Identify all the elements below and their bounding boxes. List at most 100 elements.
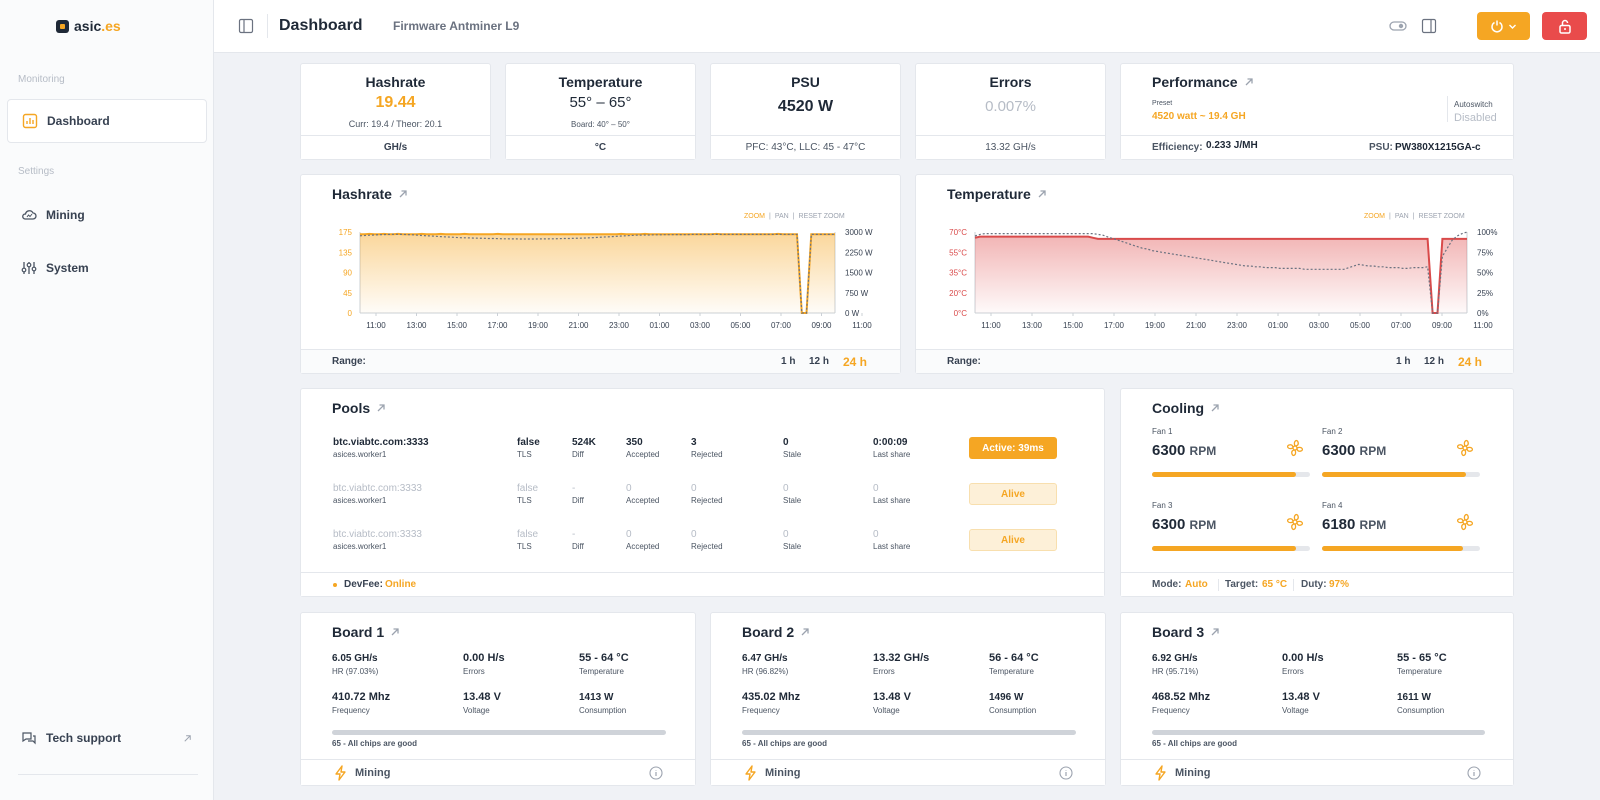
range-24h-button[interactable]: 24 h <box>1458 354 1483 369</box>
hashrate-label: HR (96.82%) <box>742 667 789 676</box>
toggle-icon[interactable] <box>1389 18 1407 34</box>
pool-row[interactable]: btc.viabtc.com:3333 asices.worker1 false T… <box>333 529 1063 559</box>
board-title-link[interactable]: Board 1 <box>332 624 400 640</box>
voltage-label: Voltage <box>873 706 900 715</box>
range-12h-button[interactable]: 12 h <box>1424 356 1445 367</box>
autoswitch-value[interactable]: Disabled <box>1454 112 1497 124</box>
range-12h-button[interactable]: 12 h <box>809 356 830 367</box>
temperature-chart[interactable]: 70°C55°C35°C20°C0°C100%75%50%25%0%11:001… <box>916 175 1515 345</box>
sidebar-item-dashboard[interactable]: Dashboard <box>7 99 207 143</box>
y-tick-label: 90 <box>343 269 352 278</box>
hashrate-chart-title-link[interactable]: Hashrate <box>332 186 408 202</box>
last-share-label: Last share <box>873 496 911 505</box>
temperature-value: 55 - 64 °C <box>579 652 629 664</box>
divider <box>1218 579 1219 591</box>
cloud-icon <box>22 210 37 220</box>
consumption-label: Consumption <box>989 706 1037 715</box>
hashrate-label: HR (97.03%) <box>332 667 379 676</box>
target-value: 65 °C <box>1262 579 1288 590</box>
status-dot <box>333 582 337 587</box>
cooling-card: Cooling Fan 1 6300 RPM Fan 2 6300 RPM Fa… <box>1120 388 1514 597</box>
board-footer: Mining <box>301 759 695 785</box>
info-icon[interactable] <box>1059 765 1073 780</box>
hashrate-unit: GH/s <box>301 135 490 159</box>
pan-button[interactable]: PAN <box>1394 213 1409 220</box>
fan-rpm: 6300 RPM <box>1152 442 1310 459</box>
series-line-secondary <box>359 233 835 314</box>
hashrate-value: 6.05 GH/s <box>332 653 378 664</box>
firmware-label: Firmware Antminer L9 <box>393 19 520 33</box>
errors-value: 13.32 GH/s <box>873 652 930 664</box>
tech-support-link[interactable]: Tech support <box>7 716 207 760</box>
temperature-label: Temperature <box>989 667 1034 676</box>
pool-accepted: 0 <box>626 529 632 540</box>
external-link-icon <box>1245 78 1253 86</box>
y2-tick-label: 25% <box>1477 289 1493 298</box>
board-title-link[interactable]: Board 2 <box>742 624 810 640</box>
temperature-chart-title-link[interactable]: Temperature <box>947 186 1047 202</box>
pool-last-share: 0:00:09 <box>873 437 908 448</box>
series-area <box>360 233 835 313</box>
hashrate-chart[interactable]: 175 135 90 45 0 3000 W 2250 W 1500 W 750 W 0 W 11:… <box>301 175 902 345</box>
chart-controls: ZOOM | PAN | RESET ZOOM <box>1364 213 1465 220</box>
cooling-title-link[interactable]: Cooling <box>1152 400 1220 416</box>
info-icon[interactable] <box>649 765 663 780</box>
top-bar: Dashboard Firmware Antminer L9 <box>214 0 1600 53</box>
unlock-icon <box>1558 19 1571 34</box>
hashrate-stat-card: Hashrate 19.44 Curr: 19.4 / Theor: 20.1 … <box>300 63 491 160</box>
unlock-button[interactable] <box>1542 12 1587 40</box>
rpm-unit: RPM <box>1189 444 1217 458</box>
hashrate-label: HR (95.71%) <box>1152 667 1199 676</box>
fan-1: Fan 1 6300 RPM <box>1152 427 1310 489</box>
external-link-icon <box>1211 404 1219 412</box>
efficiency-value: 0.233 J/MH <box>1206 140 1258 151</box>
x-tick-label: 23:00 <box>1227 321 1248 330</box>
pan-button[interactable]: PAN <box>774 213 789 220</box>
board-hashrate: 6.47 GH/s HR (96.82%) <box>742 653 788 676</box>
board-errors: 13.32 GH/s Errors <box>873 652 929 676</box>
power-button[interactable] <box>1477 12 1530 40</box>
section-label-settings: Settings <box>18 166 55 177</box>
pool-diff: - <box>572 529 576 540</box>
diff-label: Diff <box>572 496 584 505</box>
board-temperature: 55 - 64 °C Temperature <box>579 652 629 676</box>
pools-title-link[interactable]: Pools <box>332 400 386 416</box>
accepted-label: Accepted <box>626 496 660 505</box>
fan-rpm-value: 6180 <box>1322 516 1356 533</box>
preset-value[interactable]: 4520 watt ~ 19.4 GH <box>1152 111 1246 122</box>
reset-zoom-button[interactable]: RESET ZOOM <box>1418 213 1465 220</box>
hashrate-sub: Curr: 19.4 / Theor: 20.1 <box>348 119 443 129</box>
pool-accepted: 350 <box>626 437 643 448</box>
y-tick-label: 45 <box>343 289 352 298</box>
zoom-button[interactable]: ZOOM <box>744 213 765 220</box>
efficiency-label: Efficiency: <box>1152 142 1203 153</box>
y2-tick-label: 1500 W <box>845 269 873 278</box>
range-footer: Range: 1 h 12 h 24 h <box>301 349 900 373</box>
board-state: Mining <box>1175 766 1211 779</box>
card-title: Board 3 <box>1152 624 1205 640</box>
sidebar-item-system[interactable]: System <box>7 246 207 290</box>
x-tick-label: 19:00 <box>528 321 549 330</box>
info-icon[interactable] <box>1467 765 1481 780</box>
pool-row[interactable]: btc.viabtc.com:3333 asices.worker1 false T… <box>333 437 1063 467</box>
range-1h-button[interactable]: 1 h <box>1396 356 1411 367</box>
pool-rejected: 3 <box>691 437 697 448</box>
panel-icon[interactable] <box>1421 18 1437 34</box>
pool-diff: - <box>572 483 576 494</box>
logo[interactable]: asic.es <box>56 18 121 34</box>
board-title-link[interactable]: Board 3 <box>1152 624 1220 640</box>
sliders-icon <box>21 262 37 274</box>
range-1h-button[interactable]: 1 h <box>781 356 796 367</box>
board-frequency: 468.52 Mhz Frequency <box>1152 691 1210 715</box>
range-24h-button[interactable]: 24 h <box>843 354 868 369</box>
fan-icon <box>1456 513 1474 531</box>
fan-4: Fan 4 6180 RPM <box>1322 501 1480 563</box>
fan-icon <box>1456 439 1474 457</box>
errors-label: Errors <box>1282 667 1304 676</box>
sidebar-toggle-icon[interactable] <box>238 18 254 34</box>
sidebar-item-mining[interactable]: Mining <box>7 193 207 237</box>
zoom-button[interactable]: ZOOM <box>1364 213 1385 220</box>
performance-title-link[interactable]: Performance <box>1152 74 1254 90</box>
reset-zoom-button[interactable]: RESET ZOOM <box>798 213 845 220</box>
pool-row[interactable]: btc.viabtc.com:3333 asices.worker1 false T… <box>333 483 1063 513</box>
